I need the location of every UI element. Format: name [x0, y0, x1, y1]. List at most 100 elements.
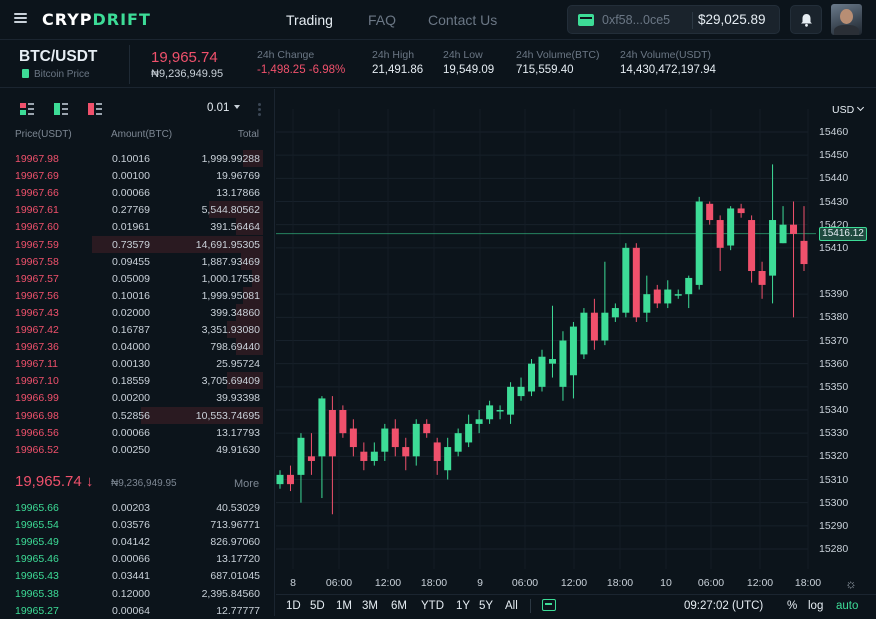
- ask-amount: 0.00200: [112, 392, 150, 405]
- candle-body: [381, 428, 389, 452]
- ask-amount: 0.09455: [112, 255, 150, 268]
- ask-price: 19967.43: [15, 306, 59, 319]
- notifications-button[interactable]: [790, 5, 822, 34]
- range-button-1d[interactable]: 1D: [286, 600, 301, 612]
- bid-row[interactable]: 19965.49 0.04142 826.97060: [0, 533, 275, 550]
- nav-trading[interactable]: Trading: [286, 12, 333, 28]
- ask-total: 5,544.80562: [201, 204, 260, 217]
- candle-body: [674, 294, 682, 296]
- ask-total: 49.91630: [216, 443, 260, 456]
- wallet-button[interactable]: 0xf58...0ce5 $29,025.89: [567, 5, 780, 34]
- chart-canvas[interactable]: [276, 89, 876, 616]
- menu-icon[interactable]: [14, 13, 27, 23]
- bid-total: 687.01045: [210, 570, 260, 583]
- x-tick-label: 18:00: [420, 577, 448, 589]
- candle: [402, 437, 410, 471]
- ask-row[interactable]: 19967.60 0.01961 391.56464: [0, 218, 275, 236]
- bid-row[interactable]: 19965.43 0.03441 687.01045: [0, 567, 275, 584]
- ask-price: 19967.56: [15, 289, 59, 302]
- more-options-icon[interactable]: [258, 103, 261, 118]
- bid-amount: 0.03576: [112, 519, 150, 532]
- candle: [590, 298, 598, 350]
- ask-row[interactable]: 19967.98 0.10016 1,999.99288: [0, 150, 275, 167]
- price-chart[interactable]: USD 15460 15450 15440 15430 15420 15410 15390 1…: [276, 89, 876, 616]
- utc-clock[interactable]: 09:27:02 (UTC): [684, 600, 764, 612]
- date-range-icon[interactable]: [542, 599, 556, 611]
- auto-toggle[interactable]: auto: [836, 600, 859, 612]
- range-button-5y[interactable]: 5Y: [479, 600, 494, 612]
- ask-row[interactable]: 19967.43 0.02000 399.34860: [0, 303, 275, 321]
- candle-body: [370, 451, 378, 461]
- bid-row[interactable]: 19965.66 0.00203 40.53029: [0, 499, 275, 516]
- bid-price: 19965.27: [15, 604, 59, 617]
- y-tick-label: 15440: [819, 172, 849, 185]
- y-tick-label: 15450: [819, 149, 849, 162]
- candle-body: [276, 474, 284, 485]
- x-tick-label: 18:00: [794, 577, 822, 589]
- ask-row[interactable]: 19966.52 0.00250 49.91630: [0, 441, 275, 458]
- range-button-6m[interactable]: 6M: [391, 600, 407, 612]
- orderbook-both-icon[interactable]: [20, 103, 34, 115]
- avatar[interactable]: [831, 4, 862, 35]
- range-button-5d[interactable]: 5D: [310, 600, 325, 612]
- ask-row[interactable]: 19966.98 0.52856 10,553.74695: [0, 406, 275, 424]
- ask-depth-bar: [209, 201, 263, 219]
- candle-body: [559, 340, 567, 387]
- ask-row[interactable]: 19967.56 0.10016 1,999.95081: [0, 286, 275, 304]
- ask-total: 798.69440: [210, 341, 260, 354]
- orderbook-asks-icon[interactable]: [88, 103, 102, 115]
- ask-row[interactable]: 19966.99 0.00200 39.93398: [0, 389, 275, 406]
- candle-body: [454, 433, 462, 452]
- ask-row[interactable]: 19967.10 0.18559 3,705.69409: [0, 372, 275, 390]
- candle: [423, 419, 431, 438]
- ask-row[interactable]: 19967.11 0.00130 25.95724: [0, 355, 275, 372]
- range-button-ytd[interactable]: YTD: [421, 600, 444, 612]
- stat-24h-volume-btc: 24h Volume(BTC) 715,559.40: [516, 49, 600, 76]
- more-button[interactable]: More: [234, 478, 260, 490]
- ask-row[interactable]: 19967.69 0.00100 19.96769: [0, 167, 275, 184]
- ask-depth-bar: [243, 286, 263, 304]
- bid-total: 12.77777: [216, 604, 260, 617]
- chart-settings-icon[interactable]: ☼: [845, 576, 857, 591]
- candle-body: [653, 289, 661, 304]
- nav-contact-us[interactable]: Contact Us: [428, 12, 498, 28]
- y-tick-label: 15460: [819, 126, 849, 138]
- stat-24h-volume-usdt: 24h Volume(USDT) 14,430,472,197.94: [620, 49, 716, 76]
- x-tick-label: 8: [290, 577, 296, 589]
- ask-price: 19967.61: [15, 204, 59, 217]
- ask-depth-bar: [140, 406, 263, 424]
- bid-row[interactable]: 19965.27 0.00064 12.77777: [0, 602, 275, 619]
- ask-row[interactable]: 19967.59 0.73579 14,691.95305: [0, 235, 275, 253]
- log-toggle[interactable]: log: [808, 600, 824, 612]
- ask-row[interactable]: 19967.36 0.04000 798.69440: [0, 338, 275, 356]
- ask-row[interactable]: 19967.66 0.00066 13.17866: [0, 184, 275, 201]
- candle-body: [423, 423, 431, 434]
- currency-select[interactable]: USD: [832, 104, 863, 116]
- range-button-1m[interactable]: 1M: [336, 600, 352, 612]
- tick-size-select[interactable]: 0.01: [207, 102, 240, 114]
- ask-row[interactable]: 19967.57 0.05009 1,000.17558: [0, 269, 275, 287]
- nav-faq[interactable]: FAQ: [368, 12, 397, 28]
- range-button-1y[interactable]: 1Y: [456, 600, 471, 612]
- range-button-all[interactable]: All: [505, 600, 518, 612]
- logo[interactable]: CRYPDRIFT: [42, 10, 151, 29]
- ask-row[interactable]: 19967.58 0.09455 1,887.93469: [0, 252, 275, 270]
- candle: [748, 215, 756, 283]
- ask-row[interactable]: 19966.56 0.00066 13.17793: [0, 424, 275, 441]
- candle-body: [412, 423, 420, 457]
- ask-depth-bar: [236, 218, 263, 236]
- range-button-3m[interactable]: 3M: [362, 600, 378, 612]
- bid-row[interactable]: 19965.46 0.00066 13.17720: [0, 550, 275, 567]
- bid-price: 19965.38: [15, 587, 59, 600]
- orderbook-bids-icon[interactable]: [54, 103, 68, 115]
- percent-toggle[interactable]: %: [787, 600, 798, 612]
- candle: [622, 243, 630, 318]
- ask-row[interactable]: 19967.42 0.16787 3,351.93080: [0, 321, 275, 338]
- pair-name[interactable]: BTC/USDT: [19, 48, 98, 65]
- ask-row[interactable]: 19967.61 0.27769 5,544.80562: [0, 201, 275, 219]
- candle-body: [601, 312, 609, 341]
- bid-row[interactable]: 19965.38 0.12000 2,395.84560: [0, 585, 275, 602]
- candle-body: [727, 208, 735, 246]
- bid-row[interactable]: 19965.54 0.03576 713.96771: [0, 516, 275, 533]
- bid-price: 19965.49: [15, 536, 59, 549]
